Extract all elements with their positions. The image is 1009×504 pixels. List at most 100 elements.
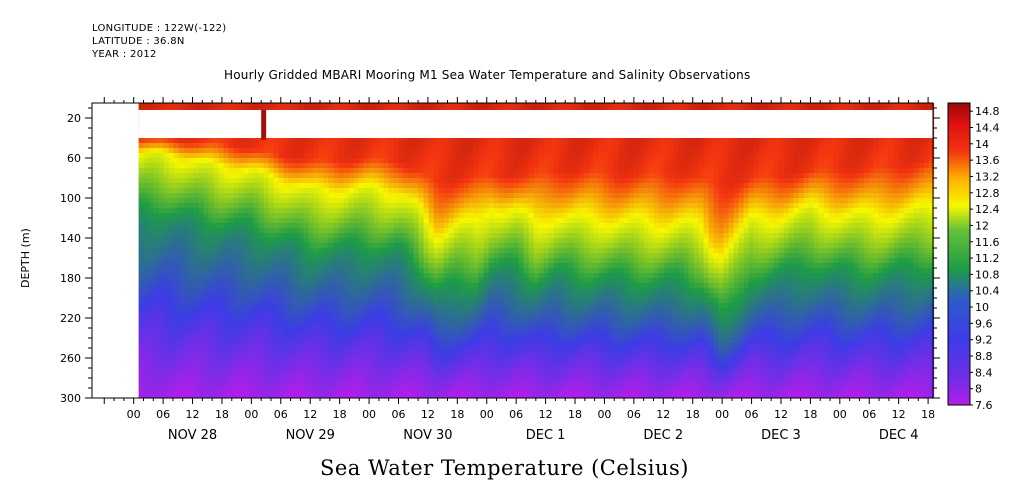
temperature-cell — [263, 383, 270, 389]
temperature-cell — [538, 283, 545, 289]
temperature-cell — [488, 183, 495, 189]
temperature-cell — [328, 208, 335, 214]
temperature-cell — [228, 378, 235, 384]
temperature-cell — [408, 213, 415, 219]
temperature-cell — [533, 278, 540, 284]
temperature-cell — [483, 163, 490, 169]
temperature-cell — [428, 333, 435, 339]
temperature-cell — [158, 353, 165, 359]
temperature-cell — [148, 273, 155, 279]
temperature-cell — [513, 148, 520, 154]
temperature-cell — [218, 238, 225, 244]
temperature-cell — [368, 393, 375, 399]
temperature-cell — [333, 258, 340, 264]
temperature-cell — [418, 153, 425, 159]
temperature-cell — [518, 318, 525, 324]
temperature-cell — [188, 288, 195, 294]
temperature-cell — [193, 218, 200, 224]
temperature-cell — [253, 298, 260, 304]
temperature-cell — [208, 363, 215, 369]
temperature-cell — [223, 383, 230, 389]
temperature-cell — [528, 273, 535, 279]
temperature-cell — [388, 138, 395, 144]
temperature-cell — [453, 323, 460, 329]
temperature-cell — [288, 273, 295, 279]
temperature-cell — [348, 288, 355, 294]
temperature-cell — [373, 208, 380, 214]
temperature-cell — [433, 173, 440, 179]
temperature-cell — [548, 258, 555, 264]
temperature-cell — [303, 293, 310, 299]
temperature-cell — [258, 373, 265, 379]
temperature-cell — [438, 233, 445, 239]
temperature-cell — [383, 208, 390, 214]
temperature-cell — [508, 348, 515, 354]
temperature-cell — [203, 203, 210, 209]
temperature-cell — [258, 363, 265, 369]
temperature-cell — [428, 168, 435, 174]
temperature-cell — [138, 348, 145, 354]
temperature-cell — [198, 198, 205, 204]
temperature-cell — [233, 283, 240, 289]
temperature-cell — [303, 258, 310, 264]
temperature-cell — [228, 298, 235, 304]
temperature-cell — [473, 268, 480, 274]
temperature-cell — [153, 308, 160, 314]
temperature-cell — [213, 253, 220, 259]
temperature-cell — [413, 288, 420, 294]
temperature-cell — [553, 363, 560, 369]
temperature-cell — [218, 263, 225, 269]
temperature-cell — [258, 183, 265, 189]
temperature-cell — [368, 323, 375, 329]
temperature-cell — [233, 243, 240, 249]
temperature-cell — [388, 153, 395, 159]
temperature-cell — [503, 268, 510, 274]
temperature-cell — [528, 228, 535, 234]
temperature-cell — [318, 288, 325, 294]
temperature-cell — [528, 323, 535, 329]
temperature-cell — [543, 253, 550, 259]
temperature-cell — [308, 213, 315, 219]
temperature-cell — [258, 248, 265, 254]
temperature-cell — [303, 338, 310, 344]
temperature-cell — [363, 253, 370, 259]
temperature-cell — [203, 383, 210, 389]
temperature-cell — [453, 343, 460, 349]
temperature-cell — [328, 158, 335, 164]
temperature-cell — [493, 188, 500, 194]
temperature-cell — [503, 168, 510, 174]
temperature-cell — [228, 288, 235, 294]
temperature-cell — [393, 283, 400, 289]
temperature-cell — [338, 103, 345, 109]
temperature-cell — [198, 208, 205, 214]
temperature-cell — [273, 143, 280, 149]
temperature-cell — [328, 248, 335, 254]
temperature-cell — [138, 213, 145, 219]
temperature-cell — [423, 313, 430, 319]
temperature-cell — [273, 228, 280, 234]
temperature-cell — [493, 383, 500, 389]
temperature-cell — [493, 283, 500, 289]
temperature-cell — [203, 318, 210, 324]
temperature-cell — [463, 203, 470, 209]
temperature-cell — [203, 353, 210, 359]
temperature-cell — [253, 308, 260, 314]
temperature-cell — [193, 393, 200, 399]
temperature-cell — [203, 348, 210, 354]
temperature-cell — [523, 163, 530, 169]
temperature-cell — [478, 238, 485, 244]
temperature-cell — [218, 363, 225, 369]
temperature-cell — [498, 208, 505, 214]
temperature-cell — [368, 198, 375, 204]
temperature-cell — [158, 163, 165, 169]
temperature-cell — [183, 258, 190, 264]
temperature-cell — [293, 358, 300, 364]
temperature-cell — [463, 368, 470, 374]
temperature-cell — [418, 158, 425, 164]
temperature-cell — [178, 238, 185, 244]
temperature-cell — [508, 303, 515, 309]
temperature-cell — [533, 273, 540, 279]
temperature-cell — [178, 153, 185, 159]
temperature-cell — [203, 183, 210, 189]
temperature-cell — [243, 258, 250, 264]
